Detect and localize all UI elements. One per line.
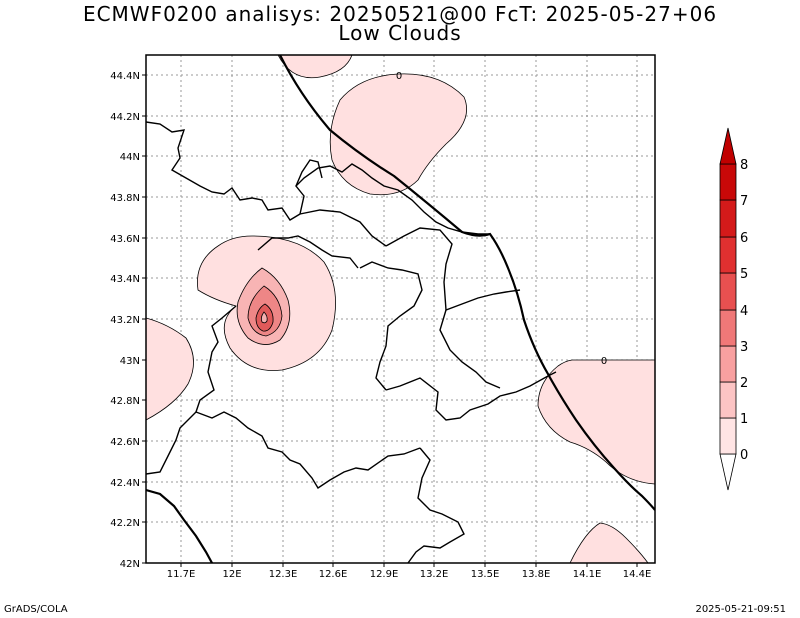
y-axis-labels: 44.4N 44.2N 44N 43.8N 43.6N 43.4N 43.2N … <box>110 71 140 570</box>
y-tick-label: 44.2N <box>110 112 140 123</box>
colorbar-segment <box>719 199 737 238</box>
contour-label: 0 <box>601 356 607 367</box>
coastline <box>146 55 655 563</box>
colorbar-segment <box>719 417 737 455</box>
colorbar-label: 3 <box>740 340 748 355</box>
x-axis-labels: 11.7E 12E 12.3E 12.6E 12.9E 13.2E 13.5E … <box>167 569 652 580</box>
x-tick-label: 13.8E <box>522 569 551 580</box>
y-tick-label: 43.2N <box>110 315 140 326</box>
colorbar-top-arrow <box>719 127 737 165</box>
colorbar-label: 2 <box>740 376 748 391</box>
map-frame <box>145 54 656 564</box>
colorbar-segment <box>719 236 737 274</box>
y-tick-label: 43.6N <box>110 234 140 245</box>
x-tick-label: 14.1E <box>573 569 602 580</box>
footer-timestamp: 2025-05-21-09:51 <box>695 604 786 615</box>
cloud-fill-areas <box>146 55 655 563</box>
contour-label: 0 <box>396 71 402 82</box>
colorbar-label: 6 <box>740 231 748 246</box>
x-tick-label: 12E <box>222 569 241 580</box>
x-tick-label: 12.3E <box>269 569 298 580</box>
chart-subtitle: Low Clouds <box>338 21 462 45</box>
colorbar-segment <box>719 381 737 419</box>
contour-labels: 0 0 <box>396 71 607 367</box>
y-tick-label: 42N <box>120 559 140 570</box>
cloud-level-5 <box>260 311 268 324</box>
colorbar <box>719 127 737 491</box>
colorbar-labels: 0 1 2 3 4 5 6 7 8 <box>740 158 748 463</box>
colorbar-label: 0 <box>740 448 748 463</box>
x-tick-label: 11.7E <box>167 569 196 580</box>
y-tick-label: 42.8N <box>110 396 140 407</box>
tick-marks <box>142 74 638 567</box>
y-tick-label: 43.4N <box>110 274 140 285</box>
y-tick-label: 44N <box>120 152 140 163</box>
x-tick-label: 12.9E <box>370 569 399 580</box>
chart-title: ECMWF0200 analisys: 20250521@00 FcT: 202… <box>82 2 718 26</box>
x-tick-label: 13.2E <box>420 569 449 580</box>
colorbar-label: 8 <box>740 158 748 173</box>
cloud-area-east <box>537 359 655 485</box>
cloud-area-top <box>277 55 353 79</box>
x-tick-label: 14.4E <box>623 569 652 580</box>
y-tick-label: 42.6N <box>110 437 140 448</box>
cloud-area-south <box>569 522 649 563</box>
cloud-area-northeast <box>329 73 468 196</box>
colorbar-label: 5 <box>740 267 748 282</box>
y-tick-label: 43N <box>120 356 140 367</box>
y-tick-label: 42.4N <box>110 478 140 489</box>
y-tick-label: 44.4N <box>110 71 140 82</box>
footer-software-label: GrADS/COLA <box>4 604 68 615</box>
colorbar-segment <box>719 345 737 383</box>
admin-boundaries <box>146 121 557 563</box>
x-tick-label: 13.5E <box>471 569 500 580</box>
colorbar-segment <box>719 163 737 201</box>
cloud-area-west <box>146 317 194 421</box>
y-tick-label: 42.2N <box>110 518 140 529</box>
colorbar-label: 4 <box>740 304 748 319</box>
y-tick-label: 43.8N <box>110 193 140 204</box>
colorbar-label: 1 <box>740 412 748 427</box>
colorbar-segment <box>719 272 737 311</box>
colorbar-bottom-arrow <box>719 453 737 491</box>
x-tick-label: 12.6E <box>319 569 348 580</box>
colorbar-segment <box>719 309 737 347</box>
colorbar-label: 7 <box>740 194 748 209</box>
